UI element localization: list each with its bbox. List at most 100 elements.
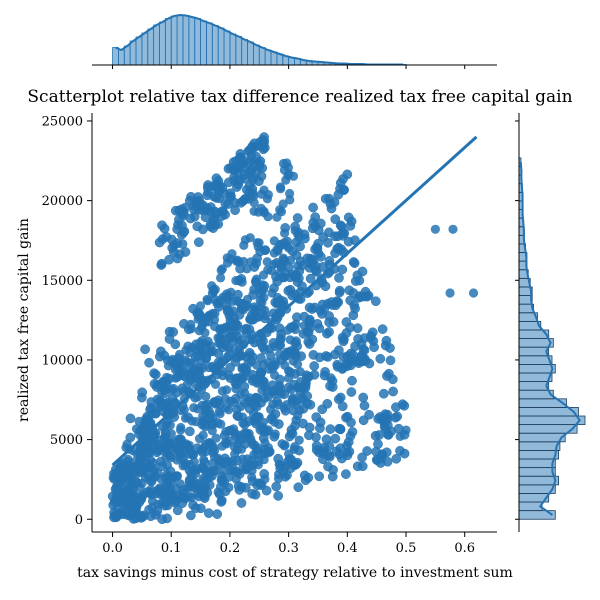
scatter-point xyxy=(212,509,223,519)
scatter-point-outlier xyxy=(342,447,352,457)
scatter-point xyxy=(377,324,388,334)
scatter-point xyxy=(242,430,252,440)
marginal-x-bar xyxy=(170,15,178,66)
scatter-point xyxy=(169,397,180,407)
marginal-y-bar xyxy=(518,381,550,391)
scatter-point xyxy=(295,387,306,397)
marginal-x-bar xyxy=(118,49,125,66)
x-axis-label: tax savings minus cost of strategy relat… xyxy=(77,565,513,581)
scatter-point xyxy=(350,303,360,314)
scatter-point xyxy=(354,291,365,301)
x-tick-label: 0.3 xyxy=(278,541,299,556)
marginal-y-bar xyxy=(518,501,543,512)
scatter-point xyxy=(222,304,233,314)
scatter-point xyxy=(345,295,356,306)
scatter-point xyxy=(314,471,325,482)
scatter-point xyxy=(304,422,315,433)
scatter-point xyxy=(162,513,172,524)
scatter-point xyxy=(255,137,266,147)
scatter-point xyxy=(186,319,196,329)
scatter-point xyxy=(271,481,282,492)
scatter-point xyxy=(217,264,227,274)
scatter-point xyxy=(230,449,240,459)
marginal-x-bar xyxy=(253,44,260,66)
scatter-point xyxy=(328,465,338,475)
scatter-point xyxy=(165,420,175,430)
scatter-point xyxy=(266,404,276,414)
marginal-x-bar xyxy=(223,30,231,66)
scatter-point xyxy=(160,482,170,492)
x-tick-label: 0.5 xyxy=(396,541,417,556)
scatter-point xyxy=(253,242,263,252)
main-scatter-area xyxy=(107,132,479,525)
scatter-point xyxy=(259,360,269,370)
scatter-point xyxy=(170,373,181,383)
scatter-point xyxy=(269,248,279,258)
scatter-point xyxy=(399,448,410,459)
scatter-point xyxy=(156,258,167,269)
scatter-point xyxy=(341,469,351,479)
scatter-point xyxy=(308,202,318,213)
scatter-point xyxy=(211,433,221,443)
scatter-point xyxy=(227,330,237,340)
scatter-point-outlier xyxy=(284,449,294,459)
scatter-point xyxy=(268,380,278,390)
scatter-point xyxy=(137,387,148,398)
marginal-y-histogram xyxy=(518,113,586,532)
scatter-point xyxy=(324,227,334,238)
scatter-point xyxy=(230,428,240,438)
scatter-point xyxy=(245,314,255,324)
scatter-point xyxy=(164,334,175,344)
scatter-point xyxy=(314,352,325,363)
scatter-point xyxy=(230,378,240,388)
scatter-point xyxy=(230,320,240,330)
scatter-point xyxy=(288,171,299,181)
scatter-point xyxy=(232,255,243,265)
scatter-point xyxy=(263,392,273,402)
marginal-x-histogram xyxy=(92,13,497,66)
scatter-point xyxy=(274,381,285,391)
marginal-y-kde xyxy=(519,162,581,516)
scatter-point xyxy=(223,199,234,209)
scatter-point xyxy=(155,435,165,445)
scatter-point xyxy=(257,385,267,395)
scatter-point xyxy=(274,459,284,469)
scatter-point xyxy=(238,461,248,472)
scatter-point xyxy=(377,414,387,425)
scatter-point xyxy=(221,438,231,448)
scatter-point xyxy=(285,188,295,199)
scatter-point xyxy=(359,400,370,411)
scatter-point xyxy=(146,484,156,495)
scatter-point xyxy=(276,389,286,399)
scatter-point xyxy=(237,364,247,374)
scatter-point xyxy=(217,471,227,481)
scatter-point xyxy=(180,494,190,504)
scatter-point xyxy=(280,440,290,450)
scatter-point xyxy=(383,430,394,440)
scatter-point xyxy=(158,376,168,386)
scatter-point xyxy=(356,350,367,361)
marginal-x-bar xyxy=(211,25,219,66)
scatter-point xyxy=(171,471,182,481)
scatter-point xyxy=(345,322,356,333)
scatter-point xyxy=(305,273,316,284)
scatter-point xyxy=(240,194,250,205)
scatter-point xyxy=(303,336,314,347)
scatter-point xyxy=(249,206,259,216)
y-tick-label: 0 xyxy=(75,513,83,528)
scatter-point xyxy=(203,508,214,518)
x-tick-label: 0.6 xyxy=(454,541,475,556)
scatter-point-outlier xyxy=(395,431,405,442)
scatter-point xyxy=(283,162,293,173)
scatter-point xyxy=(162,449,172,459)
scatter-point xyxy=(265,344,275,354)
scatter-point xyxy=(125,466,135,476)
scatter-point xyxy=(244,181,255,191)
scatter-point xyxy=(261,485,272,496)
scatter-point xyxy=(159,223,170,234)
scatter-point xyxy=(225,188,236,199)
scatter-point xyxy=(163,501,173,511)
scatter-point xyxy=(324,451,335,462)
scatter-point xyxy=(364,409,374,420)
